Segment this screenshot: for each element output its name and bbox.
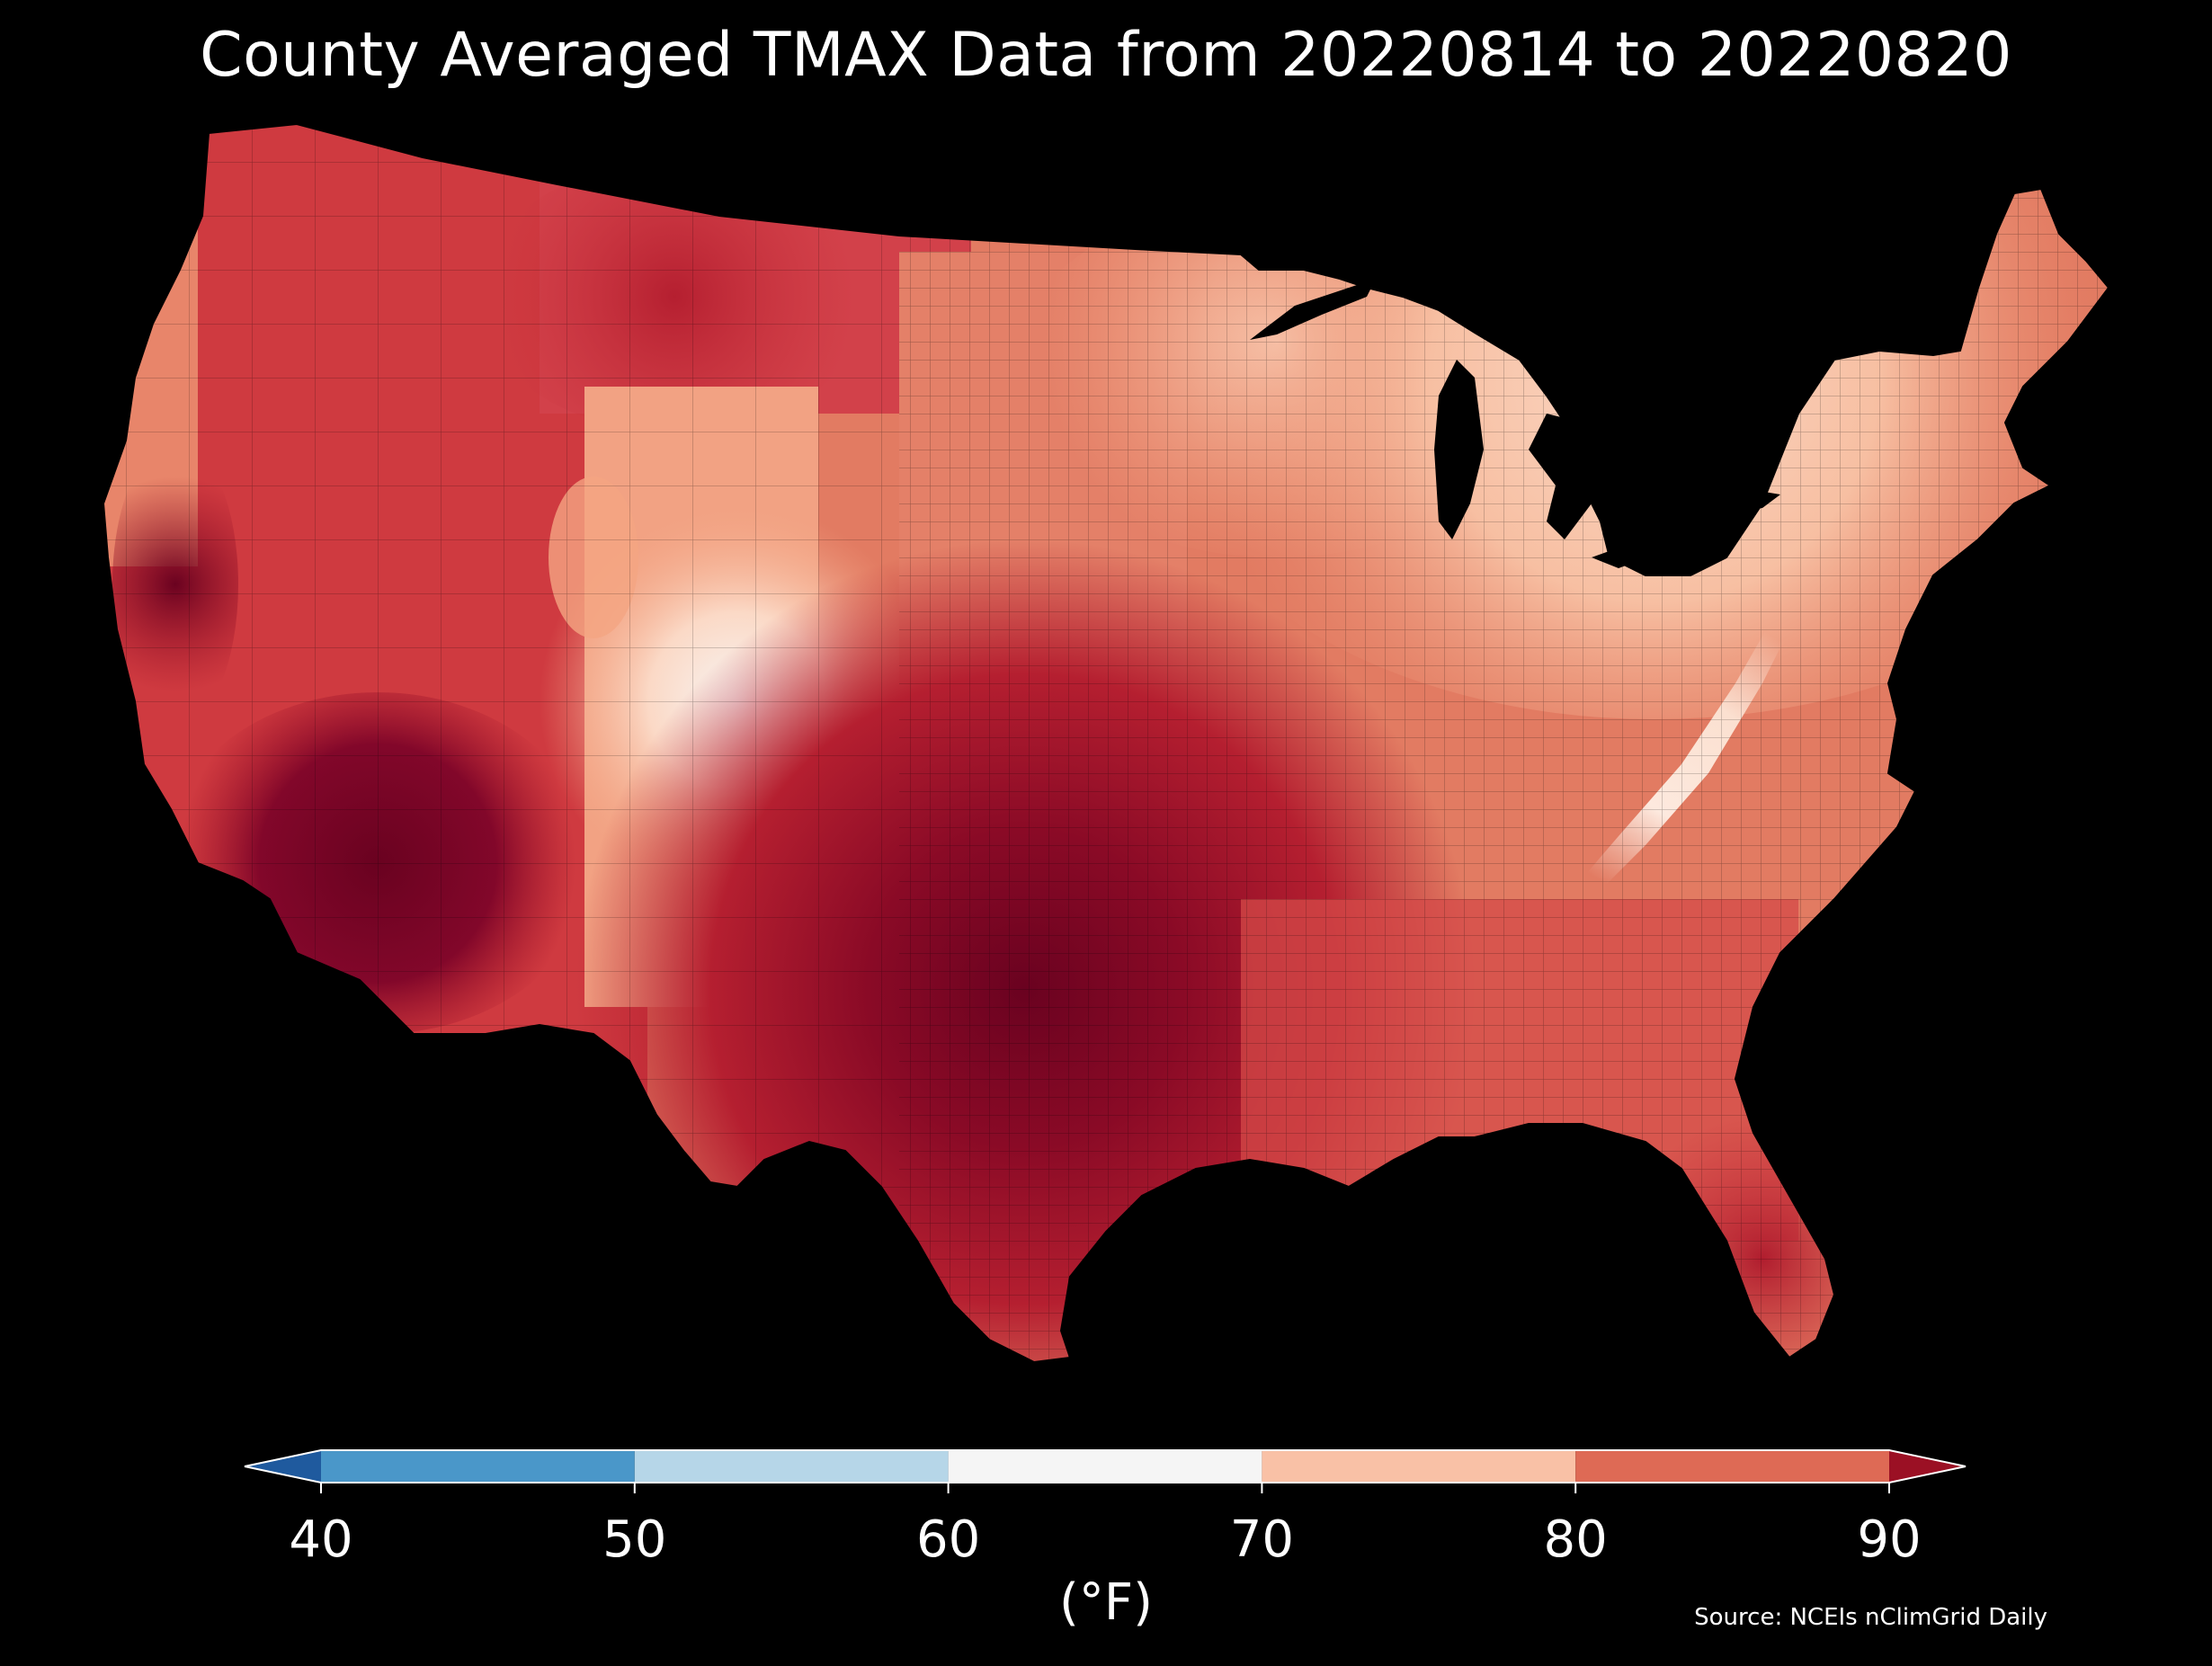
colorbar-extend-low <box>245 1450 321 1483</box>
colorbar-tick-label: 90 <box>1857 1510 1922 1569</box>
colorbar-bin-70-80 <box>1262 1450 1576 1483</box>
colorbar-tick-label: 60 <box>915 1510 981 1569</box>
colorbar-bin-60-70 <box>948 1450 1262 1483</box>
colorbar-unit-label: (°F) <box>1059 1573 1153 1632</box>
colorbar-bin-40-50 <box>321 1450 635 1483</box>
colorbar-tick-label: 50 <box>602 1510 667 1569</box>
colorbar-extend-high <box>1889 1450 1966 1483</box>
great-lakes <box>1250 279 1780 568</box>
colorbar-bin-50-60 <box>634 1450 949 1483</box>
colorbar-tick-label: 70 <box>1229 1510 1295 1569</box>
source-credit: Source: NCEIs nClimGrid Daily <box>1694 1604 2047 1631</box>
colorbar-tick-label: 80 <box>1543 1510 1608 1569</box>
colorbar-bin-80-90 <box>1575 1450 1889 1483</box>
colorbar-tick-label: 40 <box>289 1510 353 1569</box>
map-title: County Averaged TMAX Data from 20220814 … <box>200 20 2012 91</box>
